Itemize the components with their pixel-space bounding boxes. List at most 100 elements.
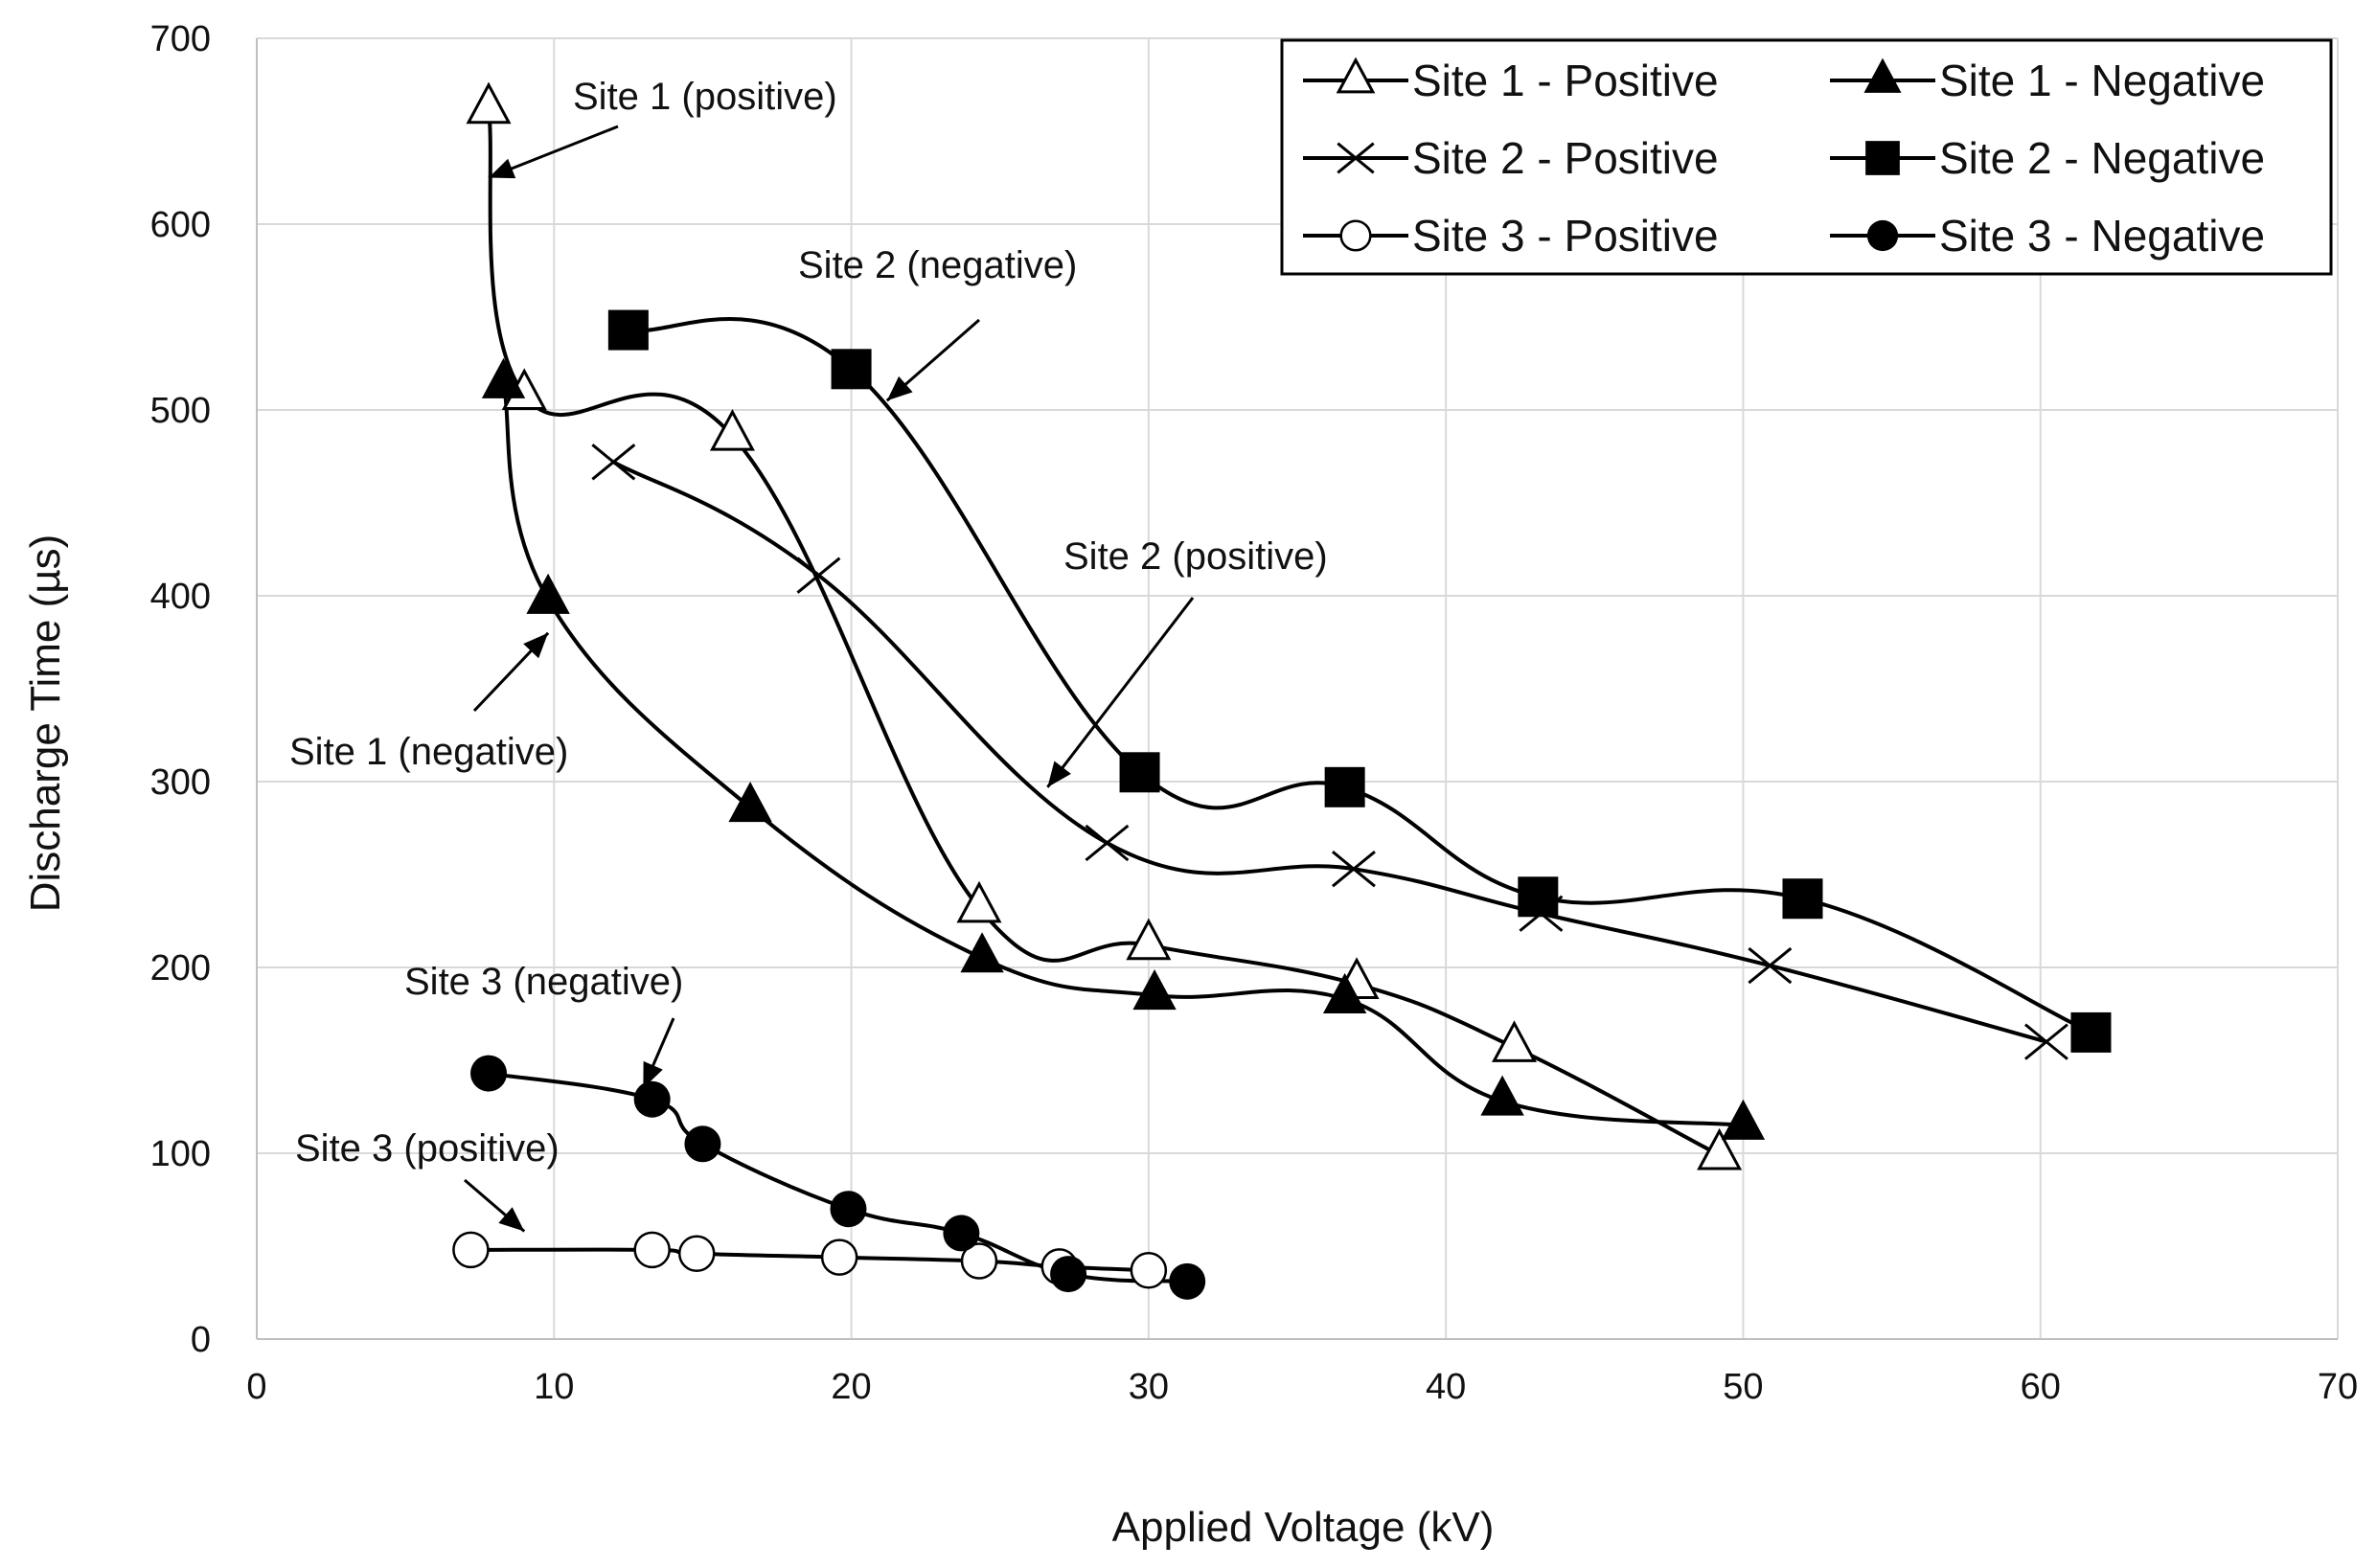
- data-point-site-1-negative: [481, 357, 526, 398]
- arrow-head: [1047, 761, 1071, 787]
- data-point-site-3-negative: [1169, 1262, 1206, 1300]
- x-tick-label: 30: [1129, 1367, 1169, 1407]
- annotation-arrow: [1046, 597, 1195, 788]
- series-line-site-2-positive: [612, 460, 2047, 1044]
- cross-stroke: [1748, 946, 1793, 985]
- y-tick-label: 600: [150, 205, 211, 245]
- legend-marker: [1865, 141, 1900, 175]
- arrow-head: [489, 158, 516, 179]
- data-point-site-3-negative: [1050, 1256, 1087, 1293]
- legend-label: Site 3 - Positive: [1412, 211, 1719, 261]
- annotation-label: Site 2 (negative): [798, 244, 1077, 286]
- data-point-site-3-positive: [452, 1231, 490, 1269]
- annotation-arrow: [885, 318, 980, 402]
- x-axis-label: Applied Voltage (kV): [1112, 1504, 1495, 1551]
- annotation-arrow: [464, 1178, 526, 1233]
- data-point-site-2-negative: [1782, 878, 1823, 920]
- data-point-site-1-positive: [956, 880, 1002, 923]
- cross-stroke: [1085, 824, 1130, 862]
- series-markers: [452, 81, 2112, 1300]
- arrow-head: [643, 1060, 663, 1089]
- legend-label: Site 3 - Negative: [1939, 211, 2265, 261]
- data-point-site-1-positive: [466, 81, 512, 125]
- data-point-site-2-positive: [2023, 1023, 2068, 1060]
- annotation-label: Site 3 (negative): [404, 961, 683, 1003]
- arrow-head: [523, 632, 549, 659]
- data-point-site-3-negative: [470, 1055, 508, 1092]
- y-tick-label: 200: [150, 948, 211, 989]
- y-tick-label: 0: [191, 1320, 211, 1360]
- data-point-site-2-negative: [2070, 1011, 2112, 1053]
- data-point-site-1-negative: [1480, 1075, 1524, 1116]
- x-tick-label: 50: [1723, 1367, 1763, 1407]
- data-point-site-1-negative: [728, 782, 772, 823]
- legend: Site 1 - Positive Site 1 - Negative Site 2…: [1280, 38, 2333, 276]
- cross-stroke: [2023, 1023, 2068, 1060]
- annotation-arrow: [472, 631, 550, 713]
- data-point-site-1-positive: [1491, 1020, 1538, 1062]
- legend-marker: [1336, 57, 1376, 94]
- series-line-site-2-negative: [628, 317, 2092, 1034]
- data-point-site-3-positive: [960, 1242, 998, 1280]
- legend-marker: [1339, 219, 1372, 252]
- annotation-label: Site 1 (positive): [573, 76, 837, 118]
- data-point-site-1-negative: [526, 573, 570, 614]
- data-point-site-1-negative: [960, 932, 1004, 973]
- data-point-site-2-positive: [1748, 946, 1793, 985]
- annotation-arrow: [488, 125, 619, 179]
- y-tick-label: 700: [150, 19, 211, 59]
- x-tick-label: 70: [2318, 1367, 2358, 1407]
- y-tick-label: 300: [150, 762, 211, 803]
- y-tick-label: 100: [150, 1134, 211, 1174]
- data-point-site-1-negative: [1132, 968, 1177, 1011]
- legend-marker: [1337, 142, 1375, 174]
- legend-marker: [1866, 219, 1899, 252]
- data-point-site-2-negative: [1324, 766, 1365, 807]
- annotation-label: Site 1 (negative): [289, 731, 568, 773]
- legend-label: Site 2 - Negative: [1939, 133, 2265, 183]
- x-tick-label: 20: [831, 1367, 871, 1407]
- axes: [256, 38, 2338, 1340]
- legend-label: Site 1 - Positive: [1412, 56, 1719, 105]
- data-point-site-2-positive: [591, 443, 636, 481]
- y-tick-label: 400: [150, 577, 211, 617]
- cross-stroke: [1332, 851, 1376, 888]
- annotation-arrow: [641, 1017, 675, 1089]
- annotation-label: Site 3 (positive): [295, 1127, 560, 1170]
- x-tick-label: 10: [534, 1367, 574, 1407]
- arrow-shaft: [1046, 597, 1195, 788]
- series-lines: [470, 108, 2092, 1284]
- y-axis-label: Discharge Time (µs): [22, 534, 69, 913]
- data-point-site-3-negative: [943, 1215, 980, 1252]
- legend-item-site-3-negative: Site 3 - Negative: [1830, 211, 2265, 261]
- legend-item-site-2-negative: Site 2 - Negative: [1830, 133, 2265, 183]
- legend-item-site-3-positive: Site 3 - Positive: [1303, 211, 1719, 261]
- data-point-site-2-positive: [796, 557, 841, 594]
- legend-label: Site 1 - Negative: [1939, 56, 2265, 105]
- data-point-site-2-negative: [831, 349, 872, 390]
- data-point-site-3-positive: [1130, 1251, 1168, 1289]
- data-point-site-3-positive: [677, 1235, 716, 1273]
- data-point-site-2-negative: [607, 309, 649, 351]
- legend-box: [1280, 38, 2333, 276]
- data-point-site-3-negative: [633, 1080, 671, 1118]
- cross-stroke: [1337, 142, 1375, 174]
- legend-item-site-1-negative: Site 1 - Negative: [1830, 56, 2265, 105]
- annotations: Site 1 (positive) Site 2 (negative) Site 2…: [289, 76, 1328, 1233]
- x-tick-label: 40: [1426, 1367, 1466, 1407]
- data-point-site-3-negative: [684, 1125, 721, 1163]
- data-point-site-3-negative: [830, 1191, 867, 1228]
- data-point-site-1-positive: [1126, 918, 1172, 961]
- x-tick-label: 60: [2021, 1367, 2061, 1407]
- cross-stroke: [591, 443, 636, 481]
- data-point-site-2-positive: [1332, 851, 1376, 888]
- data-point-site-1-positive: [709, 408, 755, 451]
- cross-stroke: [796, 557, 841, 594]
- annotation-label: Site 2 (positive): [1063, 535, 1328, 578]
- data-point-site-1-positive: [1697, 1127, 1743, 1170]
- data-point-site-3-positive: [633, 1231, 671, 1269]
- data-point-site-1-negative: [1322, 972, 1367, 1013]
- data-point-site-1-negative: [1721, 1099, 1766, 1140]
